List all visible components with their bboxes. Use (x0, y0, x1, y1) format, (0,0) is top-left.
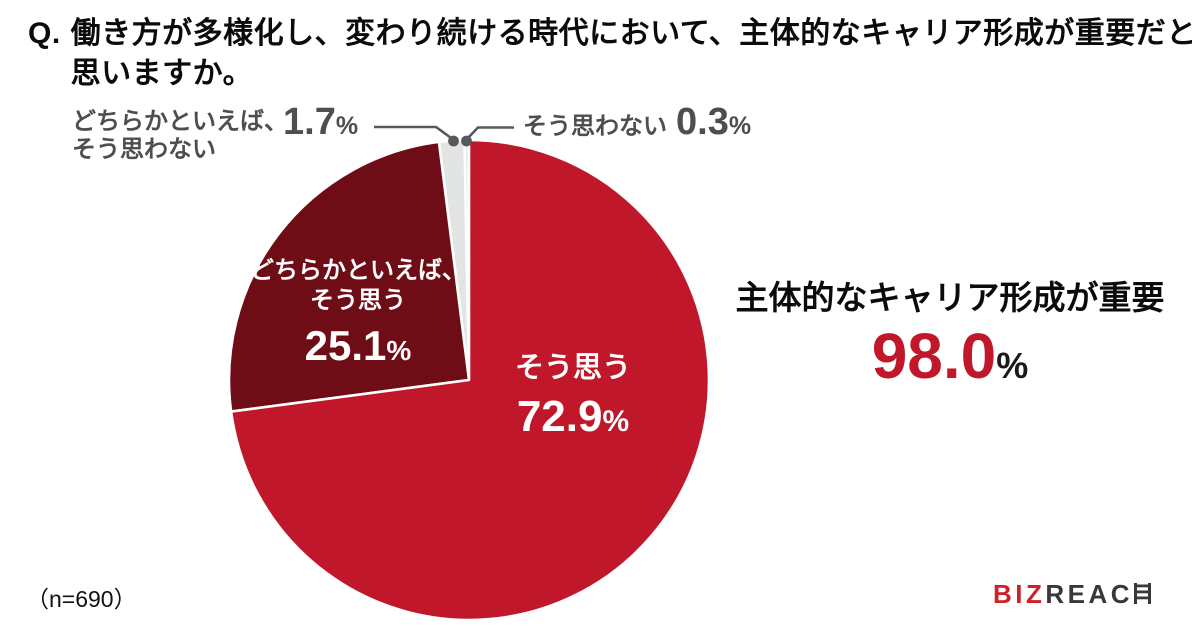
callout-label-line: そう思わない (72, 136, 216, 163)
leader-line-left (374, 125, 454, 141)
leader-lines (374, 125, 514, 147)
callout-dot-left (448, 135, 459, 147)
percent-value: 1.7 (283, 101, 336, 143)
question-line-2: 思いますか。 (70, 57, 254, 90)
callout-value-disagree: 0.3% (676, 101, 752, 143)
bizreach-logo: BIZ REAC (993, 579, 1152, 609)
percent-value: 25.1 (304, 322, 387, 369)
percent-value: 98.0 (871, 320, 997, 392)
sample-size-note: （n=690） (26, 586, 137, 612)
question-prefix: Q. (28, 17, 61, 50)
slice-label-somewhat-agree: どちらかといえば、 そう思う 25.1% (240, 256, 476, 368)
slice-label-text: どちらかといえば、 (250, 257, 466, 284)
leader-line-right (465, 126, 514, 141)
summary-annotation: 主体的なキャリア形成が重要 98.0% (726, 279, 1174, 389)
slice-label-value: 72.9% (458, 392, 688, 441)
slice-label-value: 25.1% (240, 322, 476, 369)
percent-value: 0.3 (676, 101, 729, 143)
logo-text-biz: BIZ (993, 579, 1046, 609)
percent-sign: % (386, 335, 412, 366)
question-text: 働き方が多様化し、変わり続ける時代において、主体的なキャリア形成が重要だと 思い… (71, 14, 1197, 94)
percent-sign: % (335, 112, 359, 140)
slice-label-text: そう思う (310, 287, 406, 314)
pie-slice (229, 138, 711, 622)
percent-value: 72.9 (516, 392, 603, 441)
callout-label-somewhat-disagree: どちらかといえば、 そう思わない (72, 108, 288, 164)
summary-value: 98.0% (726, 324, 1174, 388)
callout-dot-right (461, 135, 472, 147)
percent-sign: % (728, 112, 752, 140)
page-title: Q. 働き方が多様化し、変わり続ける時代において、主体的なキャリア形成が重要だと… (28, 14, 1197, 94)
question-line-1: 働き方が多様化し、変わり続ける時代において、主体的なキャリア形成が重要だと (70, 17, 1197, 50)
callout-label-disagree: そう思わない (523, 113, 667, 140)
slice-label-text: そう思う (514, 352, 631, 384)
ladder-h-icon (1134, 583, 1152, 604)
callout-value-somewhat-disagree: 1.7% (283, 101, 359, 143)
logo-text-reac: REAC (1045, 579, 1134, 609)
callout-label-line: どちらかといえば、 (72, 108, 288, 135)
percent-sign: % (996, 345, 1029, 386)
slice-label-agree: そう思う 72.9% (458, 352, 688, 440)
percent-sign: % (602, 405, 630, 438)
pie-slice (227, 140, 471, 413)
summary-label: 主体的なキャリア形成が重要 (735, 279, 1165, 316)
